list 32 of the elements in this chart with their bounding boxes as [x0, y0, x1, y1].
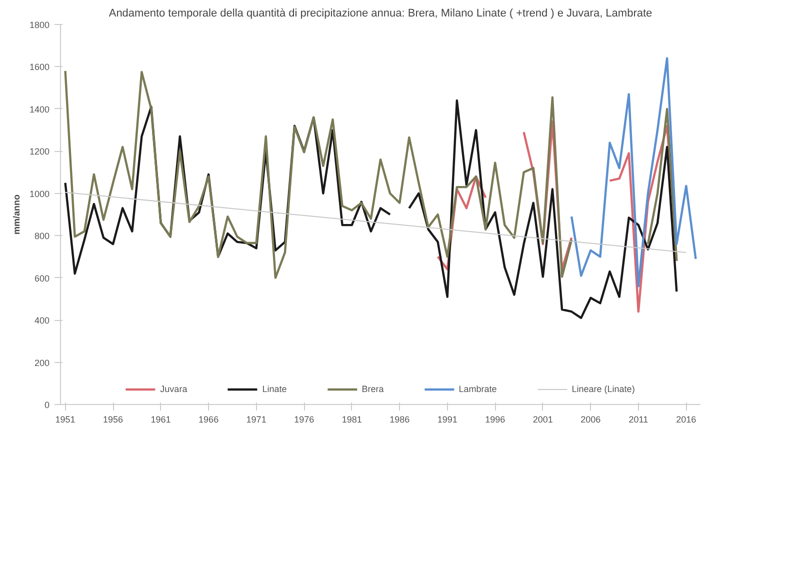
- x-tick-label: 1986: [390, 414, 410, 424]
- x-tick-label: 2006: [580, 414, 601, 424]
- x-tick-label: 1981: [342, 414, 362, 424]
- x-tick-label: 2011: [628, 414, 648, 424]
- x-tick-label: 1971: [246, 414, 266, 424]
- legend-label: Linate: [262, 384, 287, 394]
- legend-label: Brera: [362, 384, 384, 394]
- chart-title: Andamento temporale della quantità di precipitazione annua: Brera, Milano Linate ( +trend ) e Juvara, Lambrate: [108, 8, 652, 20]
- x-tick-label: 1976: [294, 414, 314, 424]
- y-tick-label: 1000: [29, 188, 50, 199]
- y-axis-title: mm/anno: [11, 194, 22, 234]
- y-tick-label: 1600: [29, 62, 50, 72]
- legend-label: Lambrate: [458, 384, 497, 394]
- x-tick-label: 2001: [532, 414, 553, 424]
- y-tick-label: 200: [34, 358, 50, 368]
- legend-label: Juvara: [160, 384, 188, 394]
- y-tick-label: 800: [34, 231, 50, 242]
- legend-label: Lineare (Linate): [572, 384, 635, 394]
- y-tick-label: 1800: [29, 20, 50, 30]
- x-tick-label: 1951: [55, 414, 76, 424]
- y-tick-label: 1200: [29, 146, 50, 157]
- x-tick-label: 1961: [150, 414, 171, 424]
- x-tick-label: 1996: [485, 414, 506, 424]
- x-tick-label: 1966: [198, 414, 219, 424]
- y-tick-label: 400: [34, 316, 50, 326]
- y-tick-label: 1400: [29, 104, 50, 114]
- x-tick-label: 2016: [676, 414, 696, 424]
- line-series: [570, 57, 697, 288]
- y-tick-label: 600: [34, 273, 50, 284]
- x-tick-label: 1956: [103, 414, 124, 424]
- x-tick-label: 1991: [437, 414, 458, 424]
- y-tick-label: 0: [44, 400, 50, 410]
